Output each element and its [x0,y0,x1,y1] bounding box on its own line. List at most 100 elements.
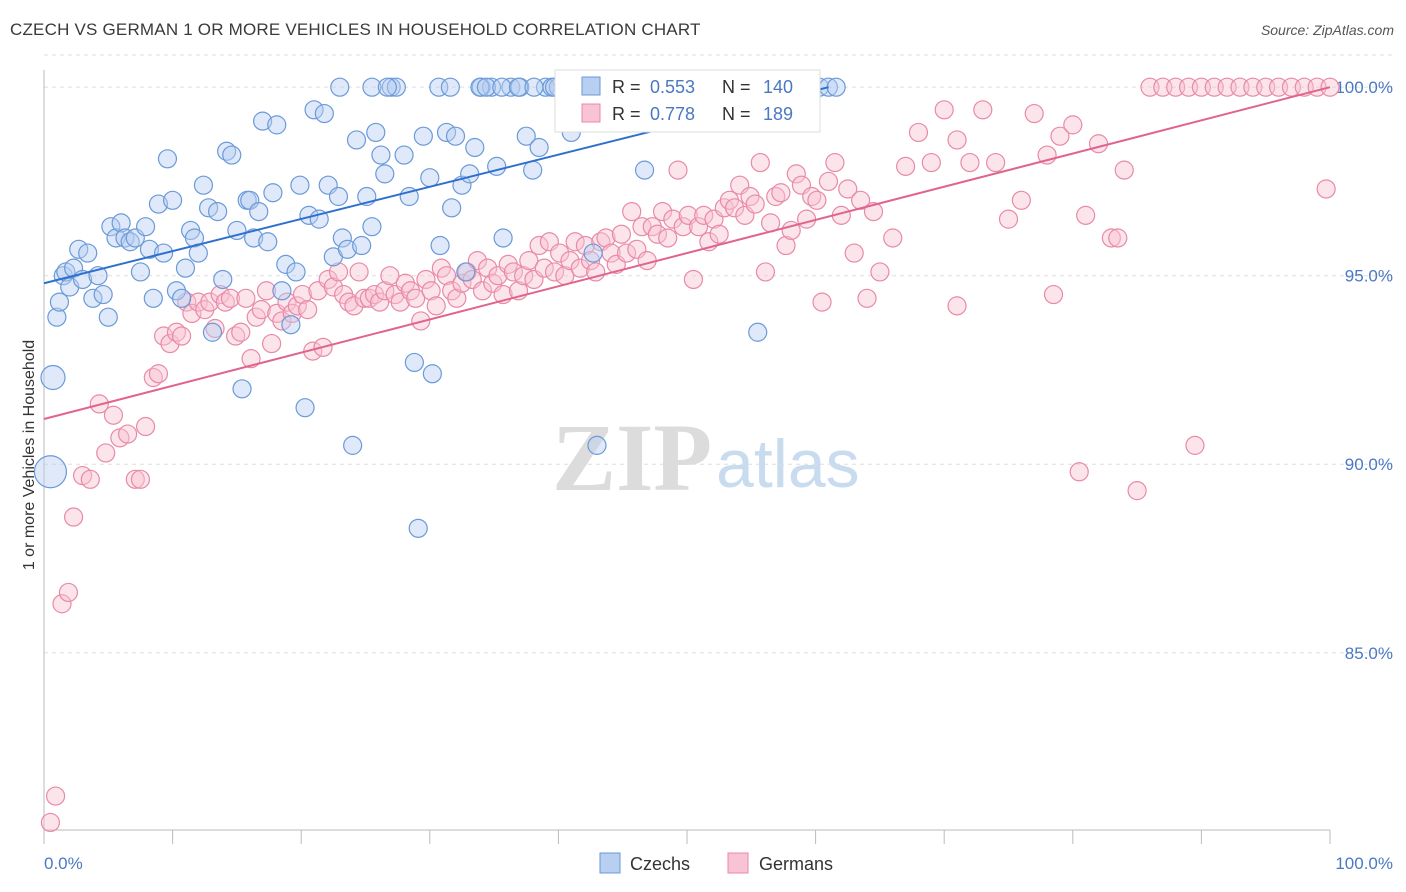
czech-r-value: 0.553 [650,77,695,97]
czech-point [227,220,247,241]
czech-point [120,232,140,252]
czech-point [429,77,449,97]
czech-point [135,217,156,237]
german-point [143,367,163,388]
german-point [947,296,967,316]
german-point [125,469,145,489]
x-tick-label-max: 100.0% [1335,854,1393,873]
german-point [802,186,822,207]
german-point [688,217,709,237]
german-point [63,507,84,527]
czech-point [394,145,414,165]
czech-point [456,262,476,282]
czech-point [295,398,315,418]
x-axis-ticks [43,830,1331,844]
german-point [220,288,241,308]
german-point [596,228,616,248]
czech-point [115,228,135,248]
german-point [550,243,570,263]
czech-point [748,322,768,342]
german-point [750,152,770,173]
german-point [896,156,916,176]
czech-point [826,77,846,97]
german-point [241,349,261,369]
german-point [1076,205,1096,225]
german-point [359,288,379,308]
german-point [724,198,745,218]
german-point [544,262,565,282]
german-point [328,262,349,282]
y-tick-label: 95.0% [1345,267,1393,286]
german-point [1108,228,1128,248]
y-tick-label: 90.0% [1345,455,1393,474]
czech-point [130,262,151,282]
german-point [1063,115,1083,135]
german-point [616,243,637,263]
czech-point [332,228,352,248]
german-point [478,258,498,278]
german-point [1069,462,1089,482]
czech-point [523,160,543,180]
german-point [1101,228,1121,248]
czech-point [587,435,607,455]
czech-point [470,77,490,97]
german-point [883,228,903,248]
czech-point [399,186,419,207]
czech-point [263,183,283,203]
watermark-atlas: atlas [716,426,860,502]
german-swatch [581,103,601,123]
german-point [58,582,79,603]
czech-point [98,307,118,327]
german-point [786,164,806,184]
chart-title: CZECH VS GERMAN 1 OR MORE VEHICLES IN HO… [10,20,701,39]
german-point [519,251,539,271]
czech-point [524,77,544,97]
german-point [40,812,61,833]
german-point [771,183,791,203]
czech-n-value: 140 [763,77,793,97]
german-point [870,262,890,282]
czech-point [460,164,480,184]
german-point [818,171,839,192]
german-point [647,224,668,244]
czech-point [465,137,485,158]
czech-point [276,254,296,274]
german-point [908,122,929,143]
german-point [467,251,487,271]
german-point [709,224,729,244]
german-point [986,152,1006,173]
german-point [323,277,343,297]
german-point [103,405,124,425]
german-point [287,296,307,316]
source-credit: Source: ZipAtlas.com [1260,22,1394,38]
german-point [292,284,313,305]
czech-point [290,175,310,195]
czech-point [281,315,301,335]
german-point [857,288,877,308]
czech-point [83,288,103,308]
german-point [251,300,271,320]
czech-point [202,322,223,342]
german-point [514,266,534,286]
german-point [45,786,66,806]
german-point [1316,179,1336,199]
legend-germans-swatch [727,852,749,874]
czech-point [157,149,178,169]
czech-point [267,115,287,135]
german-point [80,469,100,489]
german-point [380,266,400,286]
german-point [349,262,369,282]
czech-point [362,77,382,97]
czech-point [343,435,363,455]
czech-n-label: N = [722,77,751,97]
czech-point [375,164,395,184]
german-point [570,258,590,278]
czech-point [213,269,233,290]
german-point [812,292,832,312]
german-point [668,160,688,180]
german-trend-line [43,86,1331,420]
german-point [447,288,467,308]
czech-point [172,288,192,308]
german-point [166,322,187,342]
czech-point [143,288,163,308]
